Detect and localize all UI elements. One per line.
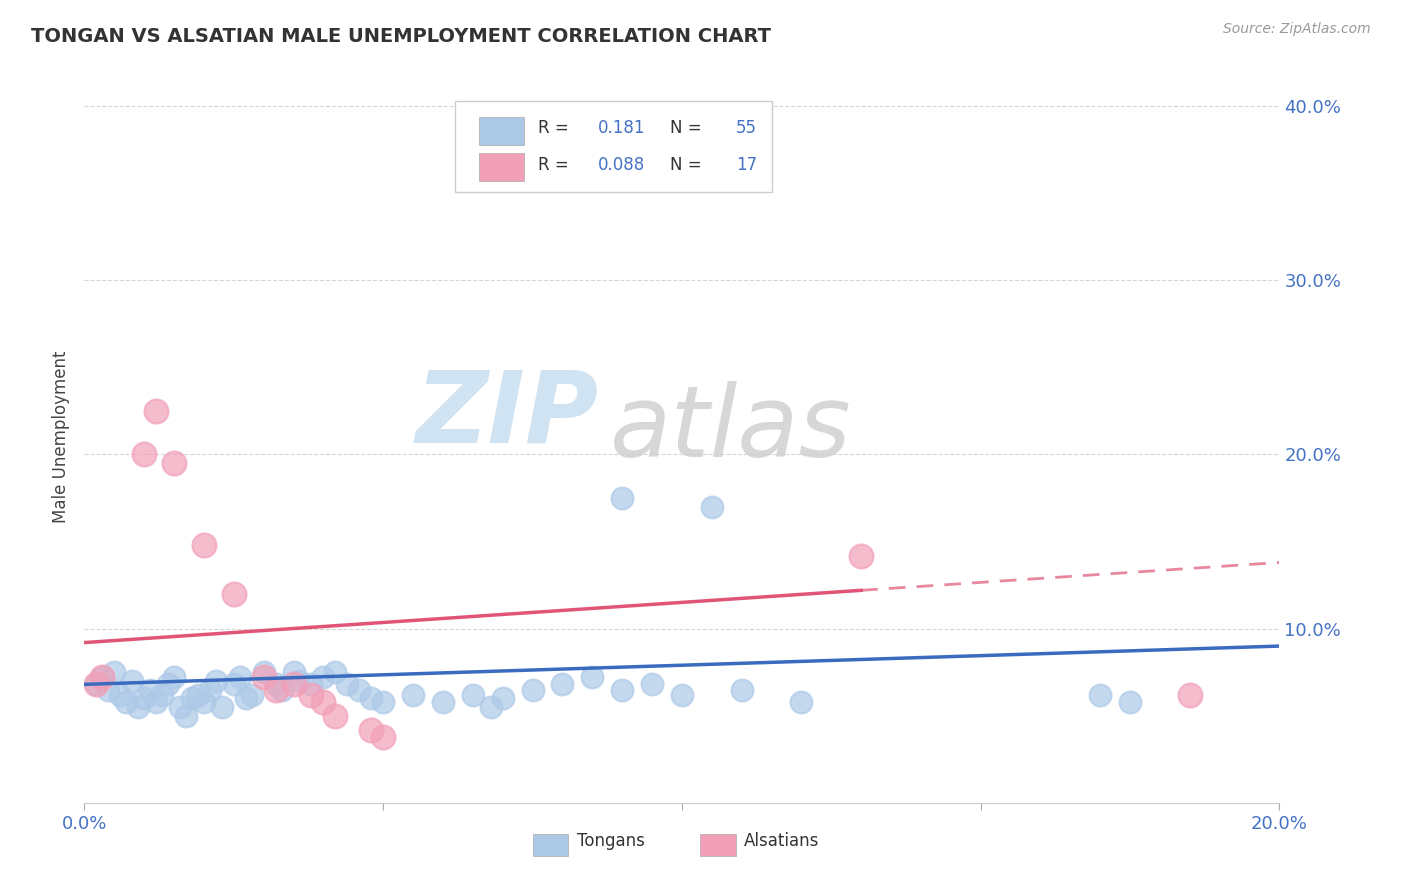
Point	[132, 448, 156, 462]
Point	[91, 670, 114, 684]
Y-axis label: Male Unemployment: Male Unemployment	[52, 351, 70, 524]
Point	[222, 587, 245, 601]
Point	[283, 665, 305, 680]
Point	[187, 688, 209, 702]
Point	[402, 688, 425, 702]
Point	[205, 673, 228, 688]
Point	[193, 538, 215, 552]
Point	[211, 700, 233, 714]
Text: 0.088: 0.088	[599, 156, 645, 174]
Point	[479, 700, 502, 714]
Text: 17: 17	[735, 156, 756, 174]
Text: TONGAN VS ALSATIAN MALE UNEMPLOYMENT CORRELATION CHART: TONGAN VS ALSATIAN MALE UNEMPLOYMENT COR…	[31, 27, 770, 45]
Point	[301, 688, 323, 702]
Point	[336, 677, 359, 691]
Text: N =: N =	[671, 120, 707, 137]
Point	[373, 695, 395, 709]
Point	[360, 691, 382, 706]
Point	[264, 682, 287, 697]
Point	[253, 670, 276, 684]
Text: 55: 55	[735, 120, 756, 137]
FancyBboxPatch shape	[479, 117, 524, 145]
Point	[157, 677, 180, 691]
Point	[110, 688, 132, 702]
Point	[121, 673, 143, 688]
Text: R =: R =	[538, 120, 575, 137]
Text: ZIP: ZIP	[415, 367, 599, 464]
Point	[700, 500, 723, 514]
Point	[198, 682, 221, 697]
Point	[301, 677, 323, 691]
Text: R =: R =	[538, 156, 575, 174]
Point	[325, 708, 347, 723]
Point	[1119, 695, 1142, 709]
Point	[150, 688, 173, 702]
Point	[253, 665, 276, 680]
Point	[612, 491, 634, 505]
Point	[851, 549, 873, 563]
FancyBboxPatch shape	[456, 101, 772, 192]
Point	[1090, 688, 1112, 702]
Point	[139, 682, 162, 697]
Text: Alsatians: Alsatians	[744, 832, 820, 850]
Point	[325, 665, 347, 680]
Point	[240, 688, 263, 702]
Point	[641, 677, 664, 691]
Point	[612, 682, 634, 697]
Point	[163, 670, 186, 684]
Text: atlas: atlas	[610, 381, 852, 478]
Point	[270, 682, 292, 697]
Point	[1178, 688, 1201, 702]
Point	[174, 708, 197, 723]
Point	[373, 730, 395, 744]
Point	[103, 665, 125, 680]
Point	[228, 670, 252, 684]
Point	[193, 695, 215, 709]
Point	[461, 688, 484, 702]
Point	[731, 682, 754, 697]
Point	[264, 677, 287, 691]
Point	[145, 695, 167, 709]
Point	[349, 682, 371, 697]
Text: 0.181: 0.181	[599, 120, 645, 137]
Point	[91, 670, 114, 684]
Point	[169, 700, 191, 714]
Point	[181, 691, 204, 706]
Point	[283, 677, 305, 691]
FancyBboxPatch shape	[700, 834, 735, 856]
Point	[127, 700, 149, 714]
Point	[360, 723, 382, 737]
Point	[432, 695, 454, 709]
Point	[288, 673, 311, 688]
Point	[312, 695, 335, 709]
Point	[145, 404, 167, 418]
Point	[115, 695, 138, 709]
Point	[132, 691, 156, 706]
Text: N =: N =	[671, 156, 707, 174]
Point	[551, 677, 574, 691]
Point	[222, 677, 245, 691]
Point	[235, 691, 257, 706]
FancyBboxPatch shape	[533, 834, 568, 856]
Point	[581, 670, 603, 684]
Point	[522, 682, 544, 697]
Point	[163, 456, 186, 470]
Text: Tongans: Tongans	[576, 832, 644, 850]
Point	[312, 670, 335, 684]
Point	[790, 695, 813, 709]
Point	[86, 677, 108, 691]
Point	[671, 688, 693, 702]
Point	[492, 691, 515, 706]
Point	[97, 682, 120, 697]
Text: Source: ZipAtlas.com: Source: ZipAtlas.com	[1223, 22, 1371, 37]
FancyBboxPatch shape	[479, 153, 524, 181]
Point	[86, 677, 108, 691]
